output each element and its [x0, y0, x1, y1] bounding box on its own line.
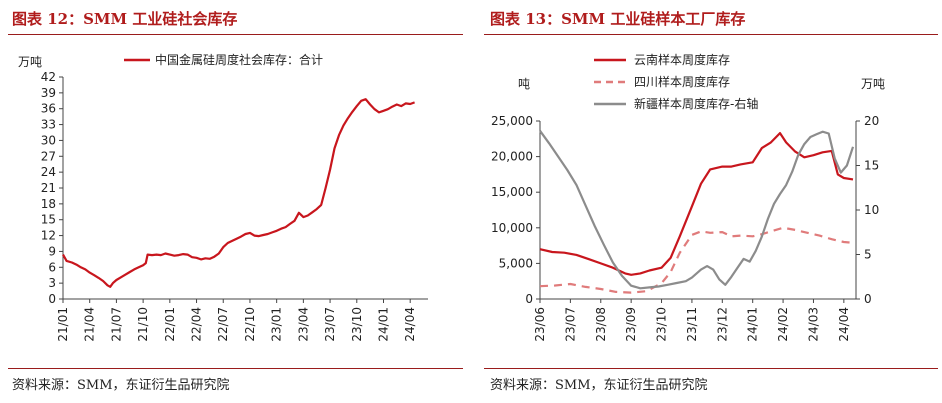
- x-tick-label: 23/10: [655, 307, 669, 342]
- x-tick-label: 23/04: [296, 307, 310, 342]
- y-tick-label: 0: [48, 292, 56, 306]
- right-chart-panel: 图表 13：SMM 工业硅样本工厂库存 吨 万吨 0 5,000 10,000 15,00…: [478, 0, 942, 403]
- legend-label: 四川样本周度库存: [634, 74, 730, 89]
- legend-label: 中国金属硅周度社会库存：合计: [155, 52, 323, 67]
- left-chart-title: 图表 12：SMM 工业硅社会库存: [12, 10, 238, 28]
- y-tick-label: 6: [48, 260, 56, 274]
- right-chart-title: 图表 13：SMM 工业硅样本工厂库存: [490, 10, 746, 28]
- right-source-note: 资料来源：SMM，东证衍生品研究院: [490, 378, 708, 393]
- x-tick-label: 22/10: [243, 307, 257, 342]
- y-tick-label: 36: [41, 102, 56, 116]
- y2-tick-label: 20: [864, 114, 879, 128]
- x-tick-label: 24/04: [837, 307, 851, 342]
- y-tick-label: 21: [41, 181, 56, 195]
- x-tick-label: 22/01: [163, 307, 177, 342]
- x-tick-label: 22/04: [190, 307, 204, 342]
- right-source-rule: [484, 368, 938, 369]
- y-tick-label: 5,000: [499, 256, 533, 270]
- y-tick-label: 25,000: [491, 114, 533, 128]
- x-tick-label: 23/09: [624, 307, 638, 342]
- series-line: [539, 226, 854, 294]
- x-tick-label: 23/10: [350, 307, 364, 342]
- x-tick-label: 24/03: [806, 307, 820, 342]
- x-tick-label: 24/01: [376, 307, 390, 342]
- x-tick-label: 21/01: [56, 307, 70, 342]
- x-tick-label: 23/07: [563, 307, 577, 342]
- y-tick-label: 42: [41, 70, 56, 84]
- x-tick-label: 23/12: [715, 307, 729, 342]
- x-tick-label: 22/07: [216, 307, 230, 342]
- y-axis-unit-label: 万吨: [18, 55, 42, 69]
- x-tick-label: 24/01: [746, 307, 760, 342]
- left-source-note: 资料来源：SMM，东证衍生品研究院: [12, 378, 230, 393]
- y2-tick-label: 0: [864, 292, 872, 306]
- y2-tick-label: 10: [864, 203, 879, 217]
- y-tick-label: 20,000: [491, 150, 533, 164]
- left-source-rule: [8, 368, 463, 369]
- y-tick-label: 24: [41, 165, 56, 179]
- x-tick-label: 21/07: [109, 307, 123, 342]
- series-line: [539, 132, 854, 276]
- y-tick-label: 15: [41, 213, 56, 227]
- x-tick-label: 23/08: [594, 307, 608, 342]
- left-chart-panel: 图表 12：SMM 工业硅社会库存 万吨 0 3 6 9 12 15 18 21 24 27 30 33…: [0, 0, 466, 403]
- y2-axis-unit-label: 万吨: [861, 77, 885, 91]
- legend-label: 云南样本周度库存: [634, 52, 730, 67]
- x-tick-label: 24/02: [776, 307, 790, 342]
- y-tick-label: 30: [41, 133, 56, 147]
- y-tick-label: 18: [41, 197, 56, 211]
- x-tick-label: 21/10: [136, 307, 150, 342]
- y-tick-label: 39: [41, 86, 56, 100]
- y-tick-label: 10,000: [491, 221, 533, 235]
- series-line: [539, 130, 855, 290]
- y-tick-label: 27: [41, 149, 56, 163]
- right-title-rule: [484, 34, 938, 35]
- right-chart: 吨 万吨 0 5,000 10,000 15,000 20,000 25,000 0 5 10 15 2…: [491, 52, 885, 342]
- series-line: [62, 98, 415, 288]
- y-tick-label: 33: [41, 118, 56, 132]
- y-tick-label: 0: [525, 292, 533, 306]
- left-title-rule: [8, 34, 463, 35]
- y2-tick-label: 5: [864, 248, 872, 262]
- y2-tick-label: 15: [864, 159, 879, 173]
- x-tick-label: 23/11: [685, 307, 699, 342]
- y-tick-label: 15,000: [491, 185, 533, 199]
- y-tick-label: 12: [41, 229, 56, 243]
- x-tick-label: 24/04: [403, 307, 417, 342]
- y-tick-label: 9: [48, 244, 56, 258]
- y-tick-label: 3: [48, 276, 56, 290]
- legend-label: 新疆样本周度库存-右轴: [634, 96, 758, 111]
- x-tick-label: 21/04: [83, 307, 97, 342]
- x-tick-label: 23/07: [323, 307, 337, 342]
- x-tick-label: 23/01: [270, 307, 284, 342]
- y-axis-unit-label: 吨: [518, 77, 530, 91]
- x-tick-label: 23/06: [533, 307, 547, 342]
